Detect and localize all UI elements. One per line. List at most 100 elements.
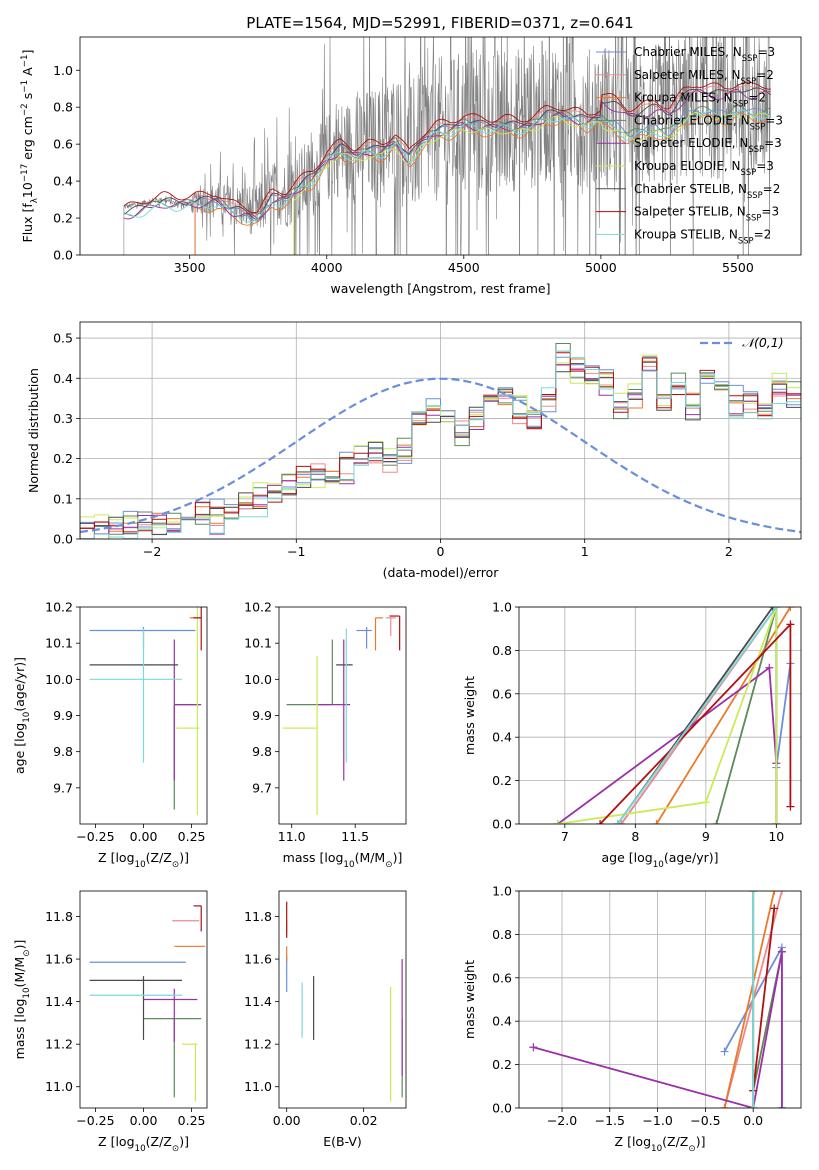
y-tick-label: 0.6 [492,686,512,701]
errorbar-point [143,1018,202,1098]
y-tick-label: 10.2 [244,600,272,615]
y-tick-label: 0.4 [53,371,73,386]
y-tick-label: 11.8 [45,909,73,924]
mass-weight-marker [749,1104,758,1108]
x-tick-label: 11.5 [341,829,369,844]
panels: 3500 4000 4500 5000 5500 0.0 0.2 0.4 0.6 0.8 1.0 wa… [12,36,802,1154]
model-spectrum-line [123,87,772,221]
axes-frame [278,890,407,1109]
x-tick-label: −2.0 [547,1113,577,1128]
mass-weight-series [652,607,795,824]
x-tick-label: 9 [702,829,710,844]
x-tick-label: 3500 [174,260,206,275]
normal-reference-curve [80,377,801,534]
legend-entry: Chabrier STELIB, NSSP​=2 [634,182,780,200]
axes-frame [79,890,208,1109]
mass-weight-marker [652,820,661,824]
massweight_vs_age-plot-area [553,607,795,824]
x-tick-label: −0.25 [76,829,114,844]
axes-frame [278,606,407,825]
axes-frame [518,606,802,825]
legend-entry: Chabrier MILES, NSSP​=3 [634,45,775,63]
y-tick-label: 0.0 [492,1101,512,1116]
errorbar-point [317,639,351,781]
mass-weight-marker [777,947,786,956]
y-tick-label: 0.2 [492,1057,512,1072]
mass-weight-marker [786,802,795,811]
y-axis-label: Normed distribution [26,368,41,493]
y-tick-label: 10.1 [45,636,73,651]
massweight_vs_age-axes: 7 8 9 10 0.0 0.2 0.4 0.6 0.8 1.0 age [log10​(age/y… [462,600,802,870]
residuals-axes: −2 −1 0 1 2 0.0 0.1 0.2 0.3 0.4 0.5 (data-model)/er… [26,321,802,580]
mass-weight-marker [617,820,626,824]
y-tick-label: 11.6 [45,952,73,967]
x-tick-label: −1 [287,544,305,559]
mass-weight-marker [770,904,779,913]
x-axis-label: E(B-V) [323,1134,362,1149]
mass-weight-series [596,620,795,824]
x-tick-label: −2 [143,544,161,559]
mass-weight-series [613,607,777,824]
y-tick-label: 0.4 [492,1014,512,1029]
mass-weight-marker [749,891,758,895]
errorbar-point [89,628,182,763]
y-axis-label: mass [log10​(M/M⊙​)] [12,940,32,1060]
mass-weight-series [613,607,781,824]
y-tick-label: 11.0 [45,1079,73,1094]
y-tick-label: 11.4 [244,994,272,1009]
y-tick-label: 1.0 [53,63,73,78]
spectrum-plot-area [121,37,772,255]
mass-weight-line [752,908,776,1091]
y-tick-label: 0.5 [53,331,73,346]
errorbar-point [389,615,401,651]
histogram-series [80,364,801,539]
x-tick-label: −1.0 [642,1113,672,1128]
legend-entry: Kroupa ELODIE, NSSP​=3 [634,159,774,177]
mass-weight-marker [765,663,774,672]
histogram-series [80,356,801,539]
errorbar-point [173,639,202,781]
x-tick-label: 0 [437,544,445,559]
y-tick-label: 0.2 [492,773,512,788]
y-tick-label: 9.8 [53,744,73,759]
y-tick-label: 11.2 [45,1037,73,1052]
x-tick-label: 4000 [311,260,343,275]
histogram-series [80,350,801,539]
errorbar-point [173,704,200,810]
y-axis-label: Flux [fλ​10−17​ erg cm−2​ s−1​ A−1​] [20,50,40,243]
mass-weight-line [616,607,778,824]
x-axis-label: (data-model)/error [383,565,500,580]
x-tick-label: −0.25 [76,1113,114,1128]
figure-title: PLATE=1564, MJD=52991, FIBERID=0371, z=0… [246,14,633,32]
legend-entry: Salpeter STELIB, NSSP​=3 [634,205,779,223]
y-tick-label: 10.0 [45,672,73,687]
errorbar-point [282,655,318,815]
data-spectrum-line [121,37,771,255]
y-tick-label: 10.0 [244,672,272,687]
y-tick-label: 0.2 [53,211,73,226]
mass-weight-marker [701,798,710,807]
x-axis-label: Z [log10​(Z/Z⊙​)] [98,1134,189,1154]
mass_vs_EBV-axes: 0.00 0.02 11.0 11.2 11.4 11.6 11.8 E(B-V) [244,890,407,1149]
errorbar-point [193,905,202,932]
errorbar-point [385,617,396,636]
mass-weight-marker [553,820,562,824]
mass-weight-series [553,607,781,824]
y-tick-label: 10.1 [244,636,272,651]
x-tick-label: 0.02 [350,1113,378,1128]
x-tick-label: 10 [768,829,784,844]
age_vs_mass-plot-area [282,615,401,815]
y-tick-label: 9.8 [252,744,272,759]
y-tick-label: 0.4 [492,730,512,745]
mass-weight-marker [770,891,779,895]
errorbar-point [286,639,333,706]
y-tick-label: 0.6 [492,970,512,985]
legend-entry: Kroupa STELIB, NSSP​=2 [634,227,771,245]
y-tick-label: 0.1 [53,491,73,506]
mass-weight-line [557,666,778,824]
mass-weight-marker [777,1104,786,1108]
x-tick-label: 1 [581,544,589,559]
errorbar-point [143,988,198,1043]
mass-weight-line [655,607,792,824]
y-tick-label: 0.3 [53,411,73,426]
